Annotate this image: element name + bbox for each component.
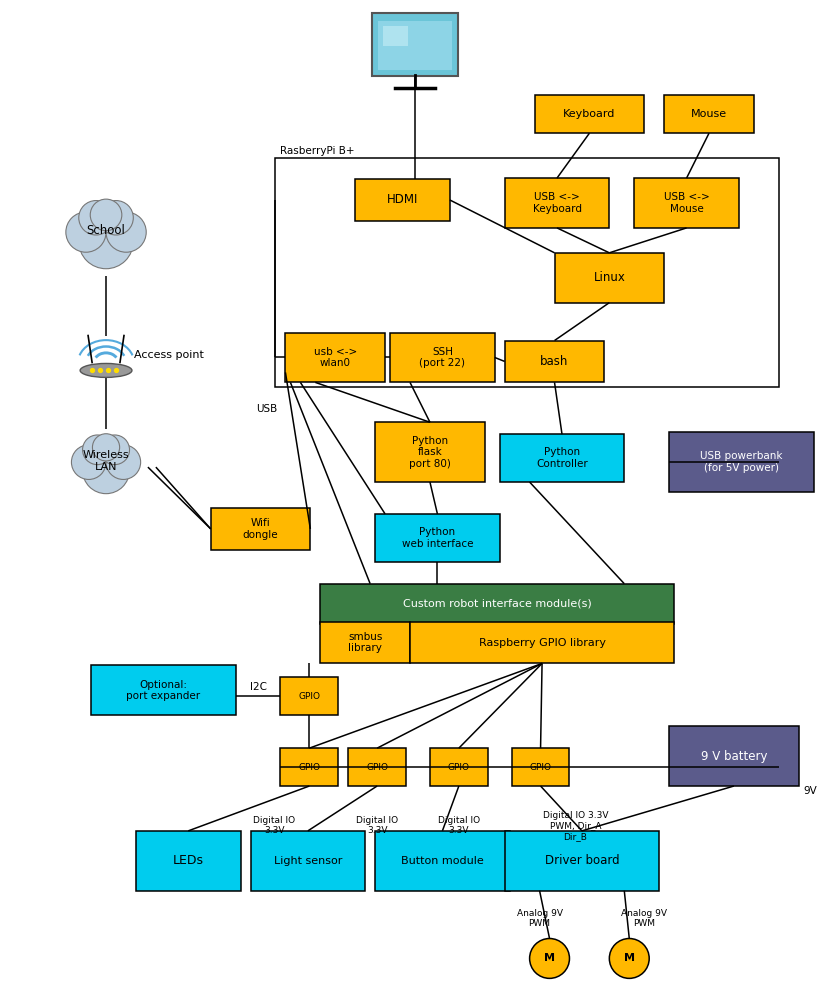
Text: Digital IO
3.3V: Digital IO 3.3V bbox=[254, 816, 296, 835]
FancyBboxPatch shape bbox=[355, 180, 450, 221]
FancyBboxPatch shape bbox=[375, 514, 500, 561]
Text: Light sensor: Light sensor bbox=[273, 856, 342, 866]
Circle shape bbox=[78, 214, 133, 269]
Text: GPIO: GPIO bbox=[366, 763, 388, 772]
Ellipse shape bbox=[80, 363, 132, 377]
FancyBboxPatch shape bbox=[634, 179, 739, 228]
Circle shape bbox=[610, 938, 649, 978]
Text: Analog 9V
PWM: Analog 9V PWM bbox=[621, 909, 667, 928]
FancyBboxPatch shape bbox=[281, 748, 339, 786]
Circle shape bbox=[78, 200, 113, 235]
Circle shape bbox=[90, 199, 121, 231]
Text: Raspberry GPIO library: Raspberry GPIO library bbox=[478, 638, 605, 648]
Text: 9V: 9V bbox=[804, 786, 818, 796]
Circle shape bbox=[93, 434, 120, 461]
FancyBboxPatch shape bbox=[320, 622, 410, 664]
FancyBboxPatch shape bbox=[91, 666, 235, 715]
FancyBboxPatch shape bbox=[554, 253, 664, 303]
FancyBboxPatch shape bbox=[500, 434, 624, 482]
Text: GPIO: GPIO bbox=[298, 763, 320, 772]
Text: Digital IO
3.3V: Digital IO 3.3V bbox=[438, 816, 480, 835]
FancyBboxPatch shape bbox=[320, 583, 674, 624]
FancyBboxPatch shape bbox=[286, 332, 385, 382]
Text: GPIO: GPIO bbox=[529, 763, 552, 772]
Text: LEDs: LEDs bbox=[173, 854, 204, 867]
FancyBboxPatch shape bbox=[375, 831, 510, 891]
FancyBboxPatch shape bbox=[250, 831, 365, 891]
Text: GPIO: GPIO bbox=[448, 763, 470, 772]
Text: Wifi
dongle: Wifi dongle bbox=[243, 518, 278, 540]
Text: Optional:
port expander: Optional: port expander bbox=[126, 680, 201, 701]
FancyBboxPatch shape bbox=[136, 831, 240, 891]
Text: Python
Controller: Python Controller bbox=[536, 447, 588, 469]
Text: usb <->
wlan0: usb <-> wlan0 bbox=[314, 346, 357, 368]
Text: Python
web interface: Python web interface bbox=[401, 527, 473, 549]
Text: M: M bbox=[624, 953, 634, 963]
Text: Analog 9V
PWM: Analog 9V PWM bbox=[516, 909, 563, 928]
Text: USB powerbank
(for 5V power): USB powerbank (for 5V power) bbox=[700, 451, 783, 473]
FancyBboxPatch shape bbox=[669, 726, 799, 786]
Text: Mouse: Mouse bbox=[691, 109, 727, 119]
Text: Wireless
LAN: Wireless LAN bbox=[83, 450, 130, 472]
Text: Keyboard: Keyboard bbox=[563, 109, 615, 119]
Circle shape bbox=[100, 434, 130, 464]
Text: Digital IO 3.3V
PWM, Dir_A
Dir_B: Digital IO 3.3V PWM, Dir_A Dir_B bbox=[543, 810, 608, 841]
FancyBboxPatch shape bbox=[390, 332, 495, 382]
FancyBboxPatch shape bbox=[430, 748, 487, 786]
Circle shape bbox=[83, 446, 130, 494]
FancyBboxPatch shape bbox=[383, 26, 408, 46]
Text: USB <->
Keyboard: USB <-> Keyboard bbox=[533, 192, 582, 214]
Text: bash: bash bbox=[540, 355, 569, 368]
Text: Driver board: Driver board bbox=[544, 854, 620, 867]
FancyBboxPatch shape bbox=[505, 831, 659, 891]
FancyBboxPatch shape bbox=[505, 340, 605, 382]
Circle shape bbox=[529, 938, 569, 978]
Text: Linux: Linux bbox=[593, 271, 625, 285]
FancyBboxPatch shape bbox=[378, 21, 452, 70]
FancyBboxPatch shape bbox=[349, 748, 406, 786]
Circle shape bbox=[66, 212, 106, 252]
FancyBboxPatch shape bbox=[511, 748, 569, 786]
FancyBboxPatch shape bbox=[534, 95, 644, 133]
Text: HDMI: HDMI bbox=[387, 193, 418, 206]
FancyBboxPatch shape bbox=[373, 13, 458, 76]
Text: Python
flask
port 80): Python flask port 80) bbox=[409, 435, 451, 469]
FancyBboxPatch shape bbox=[281, 678, 339, 715]
Text: smbus
library: smbus library bbox=[348, 632, 382, 654]
Circle shape bbox=[106, 444, 140, 479]
Text: Digital IO
3.3V: Digital IO 3.3V bbox=[356, 816, 398, 835]
Text: GPIO: GPIO bbox=[298, 691, 320, 700]
FancyBboxPatch shape bbox=[211, 508, 311, 550]
Text: USB: USB bbox=[256, 405, 278, 415]
Text: Custom robot interface module(s): Custom robot interface module(s) bbox=[403, 598, 591, 609]
FancyBboxPatch shape bbox=[669, 433, 814, 492]
Text: 9 V battery: 9 V battery bbox=[700, 750, 767, 763]
FancyBboxPatch shape bbox=[410, 622, 674, 664]
Text: SSH
(port 22): SSH (port 22) bbox=[420, 346, 465, 368]
Circle shape bbox=[83, 434, 112, 464]
Circle shape bbox=[71, 444, 106, 479]
Text: M: M bbox=[544, 953, 555, 963]
FancyBboxPatch shape bbox=[664, 95, 754, 133]
FancyBboxPatch shape bbox=[375, 423, 485, 482]
FancyBboxPatch shape bbox=[505, 179, 610, 228]
Text: Button module: Button module bbox=[401, 856, 484, 866]
Text: USB <->
Mouse: USB <-> Mouse bbox=[664, 192, 710, 214]
Text: Access point: Access point bbox=[134, 350, 204, 360]
Text: RasberryPi B+: RasberryPi B+ bbox=[281, 146, 355, 156]
Circle shape bbox=[106, 212, 146, 252]
Text: School: School bbox=[87, 224, 126, 237]
Text: I2C: I2C bbox=[249, 682, 267, 692]
Circle shape bbox=[99, 200, 133, 235]
